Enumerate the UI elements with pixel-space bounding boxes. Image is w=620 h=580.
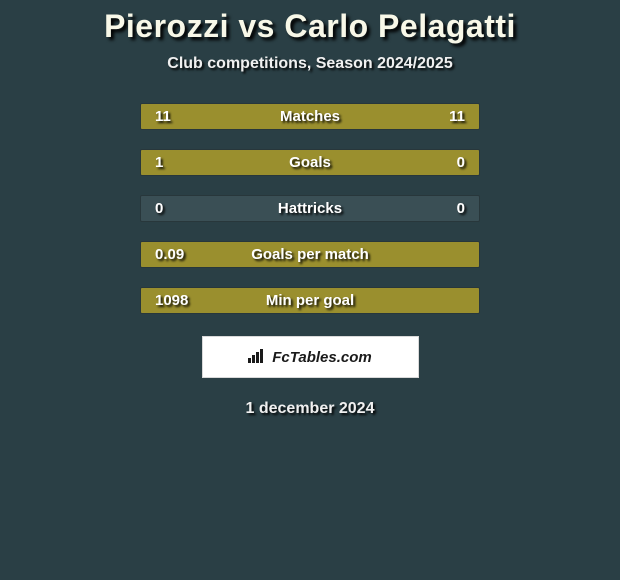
watermark: FcTables.com <box>202 336 419 378</box>
bar-text: 0Hattricks0 <box>141 200 479 217</box>
stat-label: Hattricks <box>195 200 425 217</box>
stat-bar: 0Hattricks0 <box>140 195 480 222</box>
stat-bar: 1098Min per goal <box>140 287 480 314</box>
stat-bars: 11Matches111Goals00Hattricks00.09Goals p… <box>140 103 480 314</box>
comparison-container: Pierozzi vs Carlo Pelagatti Club competi… <box>0 0 620 418</box>
stat-left-value: 11 <box>155 108 195 125</box>
bar-text: 1Goals0 <box>141 154 479 171</box>
stat-left-value: 1098 <box>155 292 195 309</box>
stat-label: Matches <box>195 108 425 125</box>
bar-text: 0.09Goals per match <box>141 246 479 263</box>
date-text: 1 december 2024 <box>0 400 620 418</box>
stat-left-value: 0.09 <box>155 246 195 263</box>
stat-left-value: 1 <box>155 154 195 171</box>
stat-right-value: 11 <box>425 108 465 125</box>
stat-bar: 1Goals0 <box>140 149 480 176</box>
stat-label: Min per goal <box>195 292 425 309</box>
chart-icon <box>248 349 266 366</box>
subtitle: Club competitions, Season 2024/2025 <box>0 55 620 73</box>
stat-right-value: 0 <box>425 154 465 171</box>
stat-label: Goals per match <box>195 246 425 263</box>
stat-label: Goals <box>195 154 425 171</box>
stat-left-value: 0 <box>155 200 195 217</box>
stat-bar: 0.09Goals per match <box>140 241 480 268</box>
stat-bar: 11Matches11 <box>140 103 480 130</box>
bar-text: 1098Min per goal <box>141 292 479 309</box>
watermark-text: FcTables.com <box>272 349 371 366</box>
page-title: Pierozzi vs Carlo Pelagatti <box>0 8 620 45</box>
comparison-area: Pescara Calcio 1936 11Matches111Goals00H… <box>0 103 620 314</box>
bar-text: 11Matches11 <box>141 108 479 125</box>
stat-right-value: 0 <box>425 200 465 217</box>
